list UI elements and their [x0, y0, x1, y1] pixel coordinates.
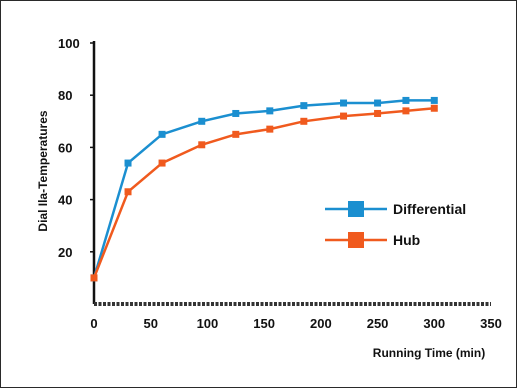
- series-line: [92, 99, 435, 279]
- data-point: [430, 104, 438, 112]
- x-tick-label: 300: [423, 316, 445, 331]
- data-point: [340, 99, 348, 107]
- legend-item: Hub: [325, 232, 420, 248]
- legend-marker: [348, 201, 364, 217]
- data-point: [300, 117, 308, 125]
- y-tick-label: 80: [58, 88, 72, 103]
- x-tick-label: 50: [143, 316, 157, 331]
- data-point: [300, 102, 308, 110]
- x-tick-label: 350: [480, 316, 502, 331]
- y-tick-label: 20: [58, 245, 72, 260]
- data-point: [266, 125, 274, 133]
- data-point: [198, 141, 206, 149]
- x-tick-label: 200: [310, 316, 332, 331]
- data-point: [232, 109, 240, 117]
- series-line: [92, 107, 435, 279]
- data-point: [374, 99, 382, 107]
- data-point: [402, 96, 410, 104]
- data-point: [158, 130, 166, 138]
- data-point: [430, 96, 438, 104]
- axes: 20 40 60 80 100 0 50 100 150 200 250 300 350: [58, 36, 502, 331]
- y-tick-label: 100: [58, 36, 80, 51]
- x-tick-label: 0: [90, 316, 97, 331]
- x-tick-label: 150: [253, 316, 275, 331]
- data-point: [374, 109, 382, 117]
- legend-label: Differential: [393, 201, 466, 217]
- series-layer: [90, 96, 438, 282]
- legend-marker: [348, 232, 364, 248]
- series-hub: [90, 104, 438, 282]
- legend: Differential Hub: [325, 201, 466, 248]
- data-point: [266, 107, 274, 115]
- y-tick-label: 60: [58, 140, 72, 155]
- data-point: [198, 117, 206, 125]
- data-point: [158, 159, 166, 167]
- series-differential: [90, 96, 438, 282]
- x-axis-title: Running Time (min): [373, 346, 485, 360]
- legend-item: Differential: [325, 201, 466, 217]
- x-tick-label: 250: [367, 316, 389, 331]
- data-point: [340, 112, 348, 120]
- data-point: [124, 159, 132, 167]
- legend-label: Hub: [393, 232, 420, 248]
- y-axis-title: Dial Ila-Temperatures: [36, 110, 50, 231]
- data-point: [232, 130, 240, 138]
- data-point: [90, 274, 98, 282]
- data-point: [402, 107, 410, 115]
- data-point: [124, 188, 132, 196]
- y-tick-label: 40: [58, 193, 72, 208]
- x-tick-label: 100: [197, 316, 219, 331]
